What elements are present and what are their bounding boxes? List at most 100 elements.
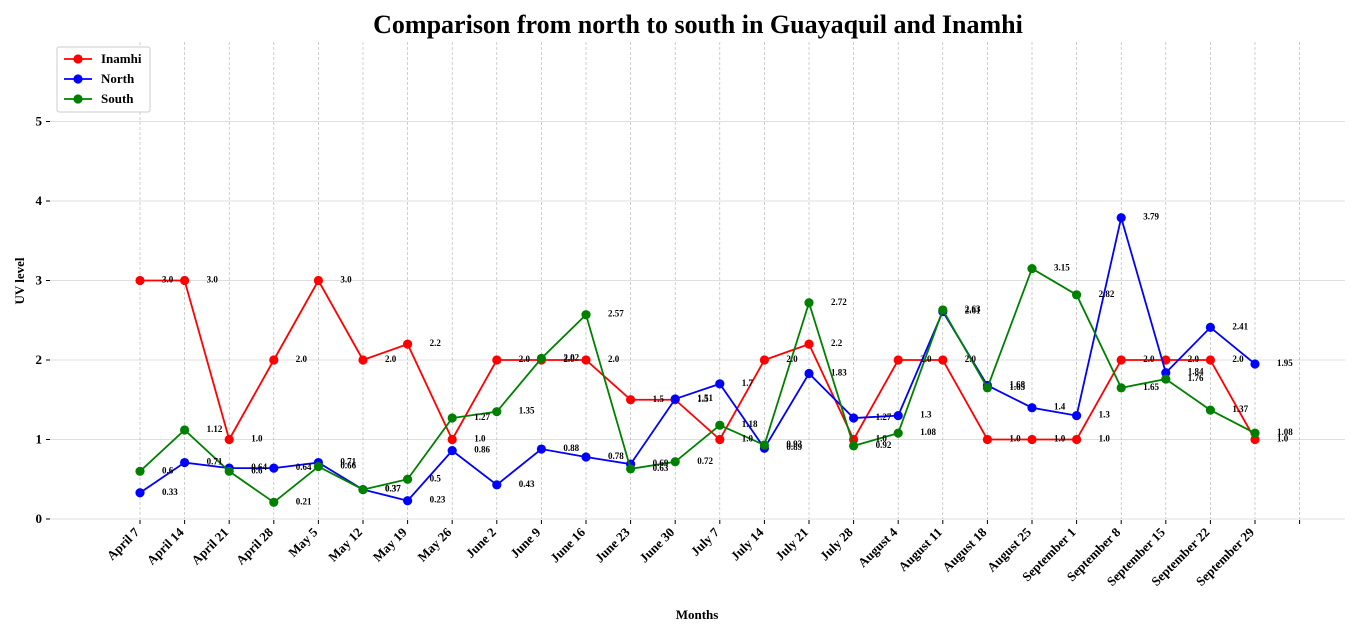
data-point-south xyxy=(1161,374,1171,384)
data-point-south xyxy=(626,464,636,474)
data-label-inamhi: 3.0 xyxy=(207,275,219,285)
data-label-north: 0.33 xyxy=(162,487,178,497)
data-point-inamhi xyxy=(938,355,948,365)
legend-marker-inamhi xyxy=(73,54,83,64)
x-tick-label: June 16 xyxy=(547,524,588,565)
x-tick-label: July 14 xyxy=(728,524,767,563)
data-point-north xyxy=(1072,411,1082,421)
data-point-inamhi xyxy=(447,434,457,445)
data-point-north xyxy=(670,394,680,404)
data-label-inamhi: 1.5 xyxy=(697,394,709,404)
data-point-north xyxy=(1205,322,1215,333)
data-label-north: 0.64 xyxy=(296,462,312,472)
legend-entry-inamhi: Inamhi xyxy=(101,51,142,66)
x-tick-label: April 14 xyxy=(144,524,187,567)
data-label-north: 0.23 xyxy=(430,495,446,505)
data-label-south: 1.65 xyxy=(1143,382,1159,392)
data-label-south: 1.37 xyxy=(1232,404,1248,414)
data-label-inamhi: 3.0 xyxy=(340,275,352,285)
data-label-south: 0.5 xyxy=(430,473,442,483)
data-point-north xyxy=(1116,213,1126,223)
data-label-north: 0.71 xyxy=(340,457,356,467)
x-tick-label: July 28 xyxy=(817,524,856,563)
data-label-south: 0.6 xyxy=(162,465,174,475)
data-point-north xyxy=(135,488,145,498)
data-label-north: 0.89 xyxy=(786,442,802,452)
series-line-south xyxy=(139,267,1256,504)
data-label-south: 1.27 xyxy=(474,412,490,422)
data-point-south xyxy=(804,298,814,308)
series-line-inamhi xyxy=(140,278,1256,442)
data-point-south xyxy=(670,457,680,467)
legend-marker-north xyxy=(73,74,83,84)
data-point-inamhi xyxy=(759,355,770,365)
data-point-south xyxy=(581,310,591,320)
data-point-inamhi xyxy=(1027,434,1037,445)
data-label-south: 0.66 xyxy=(340,461,356,471)
y-tick-label: 2 xyxy=(36,352,43,367)
data-label-north: 0.69 xyxy=(653,458,669,468)
data-label-north: 1.68 xyxy=(1009,379,1025,389)
data-point-inamhi xyxy=(715,434,725,445)
data-point-inamhi xyxy=(1072,434,1082,445)
data-label-north: 1.7 xyxy=(742,378,754,388)
data-point-inamhi xyxy=(581,355,591,365)
data-label-north: 0.43 xyxy=(519,479,535,489)
x-tick-label: August 18 xyxy=(939,524,990,575)
y-tick-label: 5 xyxy=(36,114,43,129)
data-point-north xyxy=(403,496,413,506)
data-label-inamhi: 1.0 xyxy=(742,434,754,444)
data-point-south xyxy=(1027,263,1037,274)
data-label-south: 2.82 xyxy=(1099,289,1115,299)
data-label-south: 2.57 xyxy=(608,309,624,319)
data-point-inamhi xyxy=(180,275,190,286)
data-point-south xyxy=(269,497,279,507)
data-label-inamhi: 2.0 xyxy=(1188,354,1200,364)
data-label-south: 1.12 xyxy=(207,424,223,434)
legend-entry-south: South xyxy=(101,91,134,106)
x-tick-label: April 28 xyxy=(233,524,276,567)
data-point-inamhi xyxy=(135,275,145,286)
data-label-south: 0.63 xyxy=(653,463,669,473)
data-point-north xyxy=(581,452,591,462)
data-point-south xyxy=(938,305,948,315)
y-axis-label: UV level xyxy=(12,257,27,304)
data-label-north: 1.51 xyxy=(697,393,713,403)
data-label-north: 1.27 xyxy=(876,412,892,422)
x-tick-label: July 21 xyxy=(772,525,811,564)
data-point-south xyxy=(1250,428,1260,438)
data-label-north: 3.79 xyxy=(1143,212,1159,222)
data-point-north xyxy=(1250,359,1260,369)
x-tick-label: May 19 xyxy=(370,524,410,564)
data-point-south xyxy=(1116,383,1126,393)
data-point-inamhi xyxy=(982,434,993,445)
x-tick-label: June 23 xyxy=(592,524,633,565)
data-label-north: 1.83 xyxy=(831,368,847,378)
data-label-inamhi: 2.0 xyxy=(1143,354,1155,364)
data-point-north xyxy=(1161,368,1171,378)
data-point-south xyxy=(224,466,234,476)
data-point-north xyxy=(1027,403,1037,413)
data-label-inamhi: 2.0 xyxy=(296,354,308,364)
data-point-inamhi xyxy=(893,355,903,365)
data-point-north xyxy=(492,480,502,490)
x-tick-label: May 12 xyxy=(325,525,365,565)
data-label-inamhi: 2.0 xyxy=(563,354,575,364)
data-point-inamhi xyxy=(1205,355,1215,365)
data-point-south xyxy=(759,440,770,450)
y-tick-label: 1 xyxy=(36,432,43,447)
data-label-south: 1.76 xyxy=(1188,373,1204,383)
data-label-south: 0.93 xyxy=(786,439,802,449)
y-tick-label: 0 xyxy=(36,511,43,526)
data-point-north xyxy=(893,411,903,421)
data-label-north: 1.84 xyxy=(1188,367,1204,377)
data-label-north: 0.37 xyxy=(385,484,401,494)
data-label-inamhi: 1.0 xyxy=(1054,434,1066,444)
y-tick-label: 3 xyxy=(36,273,43,288)
data-point-inamhi xyxy=(1250,434,1260,445)
series-layer xyxy=(135,213,1260,507)
data-label-south: 1.08 xyxy=(920,427,936,437)
data-point-south xyxy=(447,413,457,423)
